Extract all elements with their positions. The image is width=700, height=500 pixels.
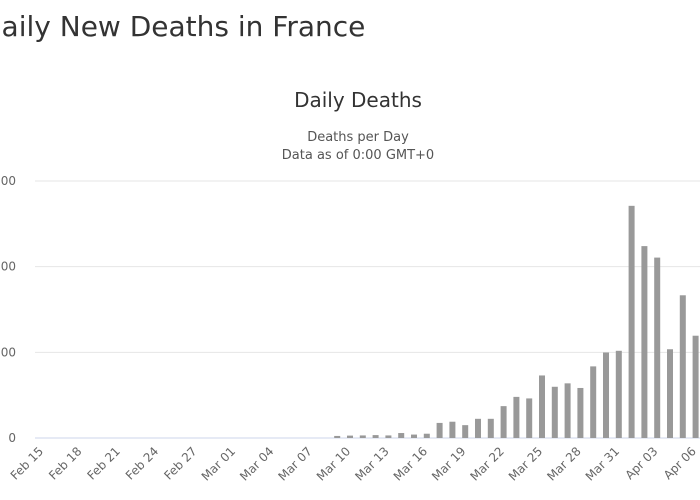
bar[interactable] [347, 435, 353, 438]
x-tick-label: Apr 03 [622, 444, 660, 482]
bar[interactable] [526, 398, 533, 438]
bar[interactable] [359, 435, 366, 438]
y-tick-label: 1500 [0, 174, 16, 188]
x-tick-label: Feb 21 [84, 444, 122, 482]
bar[interactable] [372, 435, 379, 438]
bar[interactable] [475, 418, 481, 438]
x-tick-label: Mar 10 [314, 444, 353, 483]
chart-title: Daily Deaths [294, 88, 422, 112]
x-tick-label: Feb 15 [8, 444, 46, 482]
y-tick-label: 1000 [0, 260, 16, 274]
x-tick-label: Mar 31 [583, 444, 622, 483]
bar[interactable] [679, 295, 686, 438]
x-tick-label: Mar 16 [391, 444, 430, 483]
bar[interactable] [641, 246, 648, 438]
gridlines [35, 180, 700, 439]
bar[interactable] [334, 435, 341, 438]
bar[interactable] [411, 434, 417, 438]
bar[interactable] [564, 383, 571, 438]
chart-subtitle: Deaths per Day [307, 130, 409, 145]
bar[interactable] [385, 435, 392, 438]
bar[interactable] [577, 387, 584, 438]
x-tick-label: Mar 25 [506, 444, 545, 483]
bar[interactable] [462, 425, 469, 438]
bar[interactable] [692, 335, 699, 438]
bar[interactable] [513, 396, 520, 438]
bar[interactable] [500, 406, 507, 438]
bar[interactable] [628, 205, 635, 438]
bar[interactable] [423, 433, 430, 438]
bar[interactable] [667, 349, 673, 438]
x-tick-label: Mar 28 [544, 444, 583, 483]
bar[interactable] [590, 366, 597, 438]
y-axis: 0 500 1000 1500 [0, 174, 16, 445]
bar[interactable] [551, 386, 558, 438]
chart-subtitle-date: Data as of 0:00 GMT+0 [282, 148, 434, 163]
bar[interactable] [603, 352, 609, 439]
x-tick-label: Feb 27 [161, 444, 199, 482]
x-tick-label: Mar 07 [276, 444, 315, 483]
y-tick-label: 500 [0, 345, 16, 359]
bar[interactable] [487, 418, 494, 438]
bar[interactable] [654, 257, 661, 438]
page-title: Daily New Deaths in France [0, 10, 366, 43]
x-tick-label: Mar 19 [429, 444, 468, 483]
bar[interactable] [449, 421, 456, 438]
x-tick-label: Mar 13 [352, 444, 391, 483]
bar[interactable] [539, 375, 545, 438]
x-tick-label: Mar 22 [468, 444, 507, 483]
x-tick-label: Feb 18 [46, 444, 84, 482]
bar[interactable] [615, 350, 622, 438]
x-tick-label: Feb 24 [123, 444, 161, 482]
bars [334, 205, 699, 439]
bar[interactable] [436, 422, 443, 438]
x-tick-label: Mar 04 [237, 444, 276, 483]
y-tick-label: 0 [8, 431, 16, 445]
x-tick-label: Mar 01 [199, 444, 238, 483]
x-tick-label: Apr 06 [661, 444, 699, 482]
bar[interactable] [398, 433, 405, 438]
